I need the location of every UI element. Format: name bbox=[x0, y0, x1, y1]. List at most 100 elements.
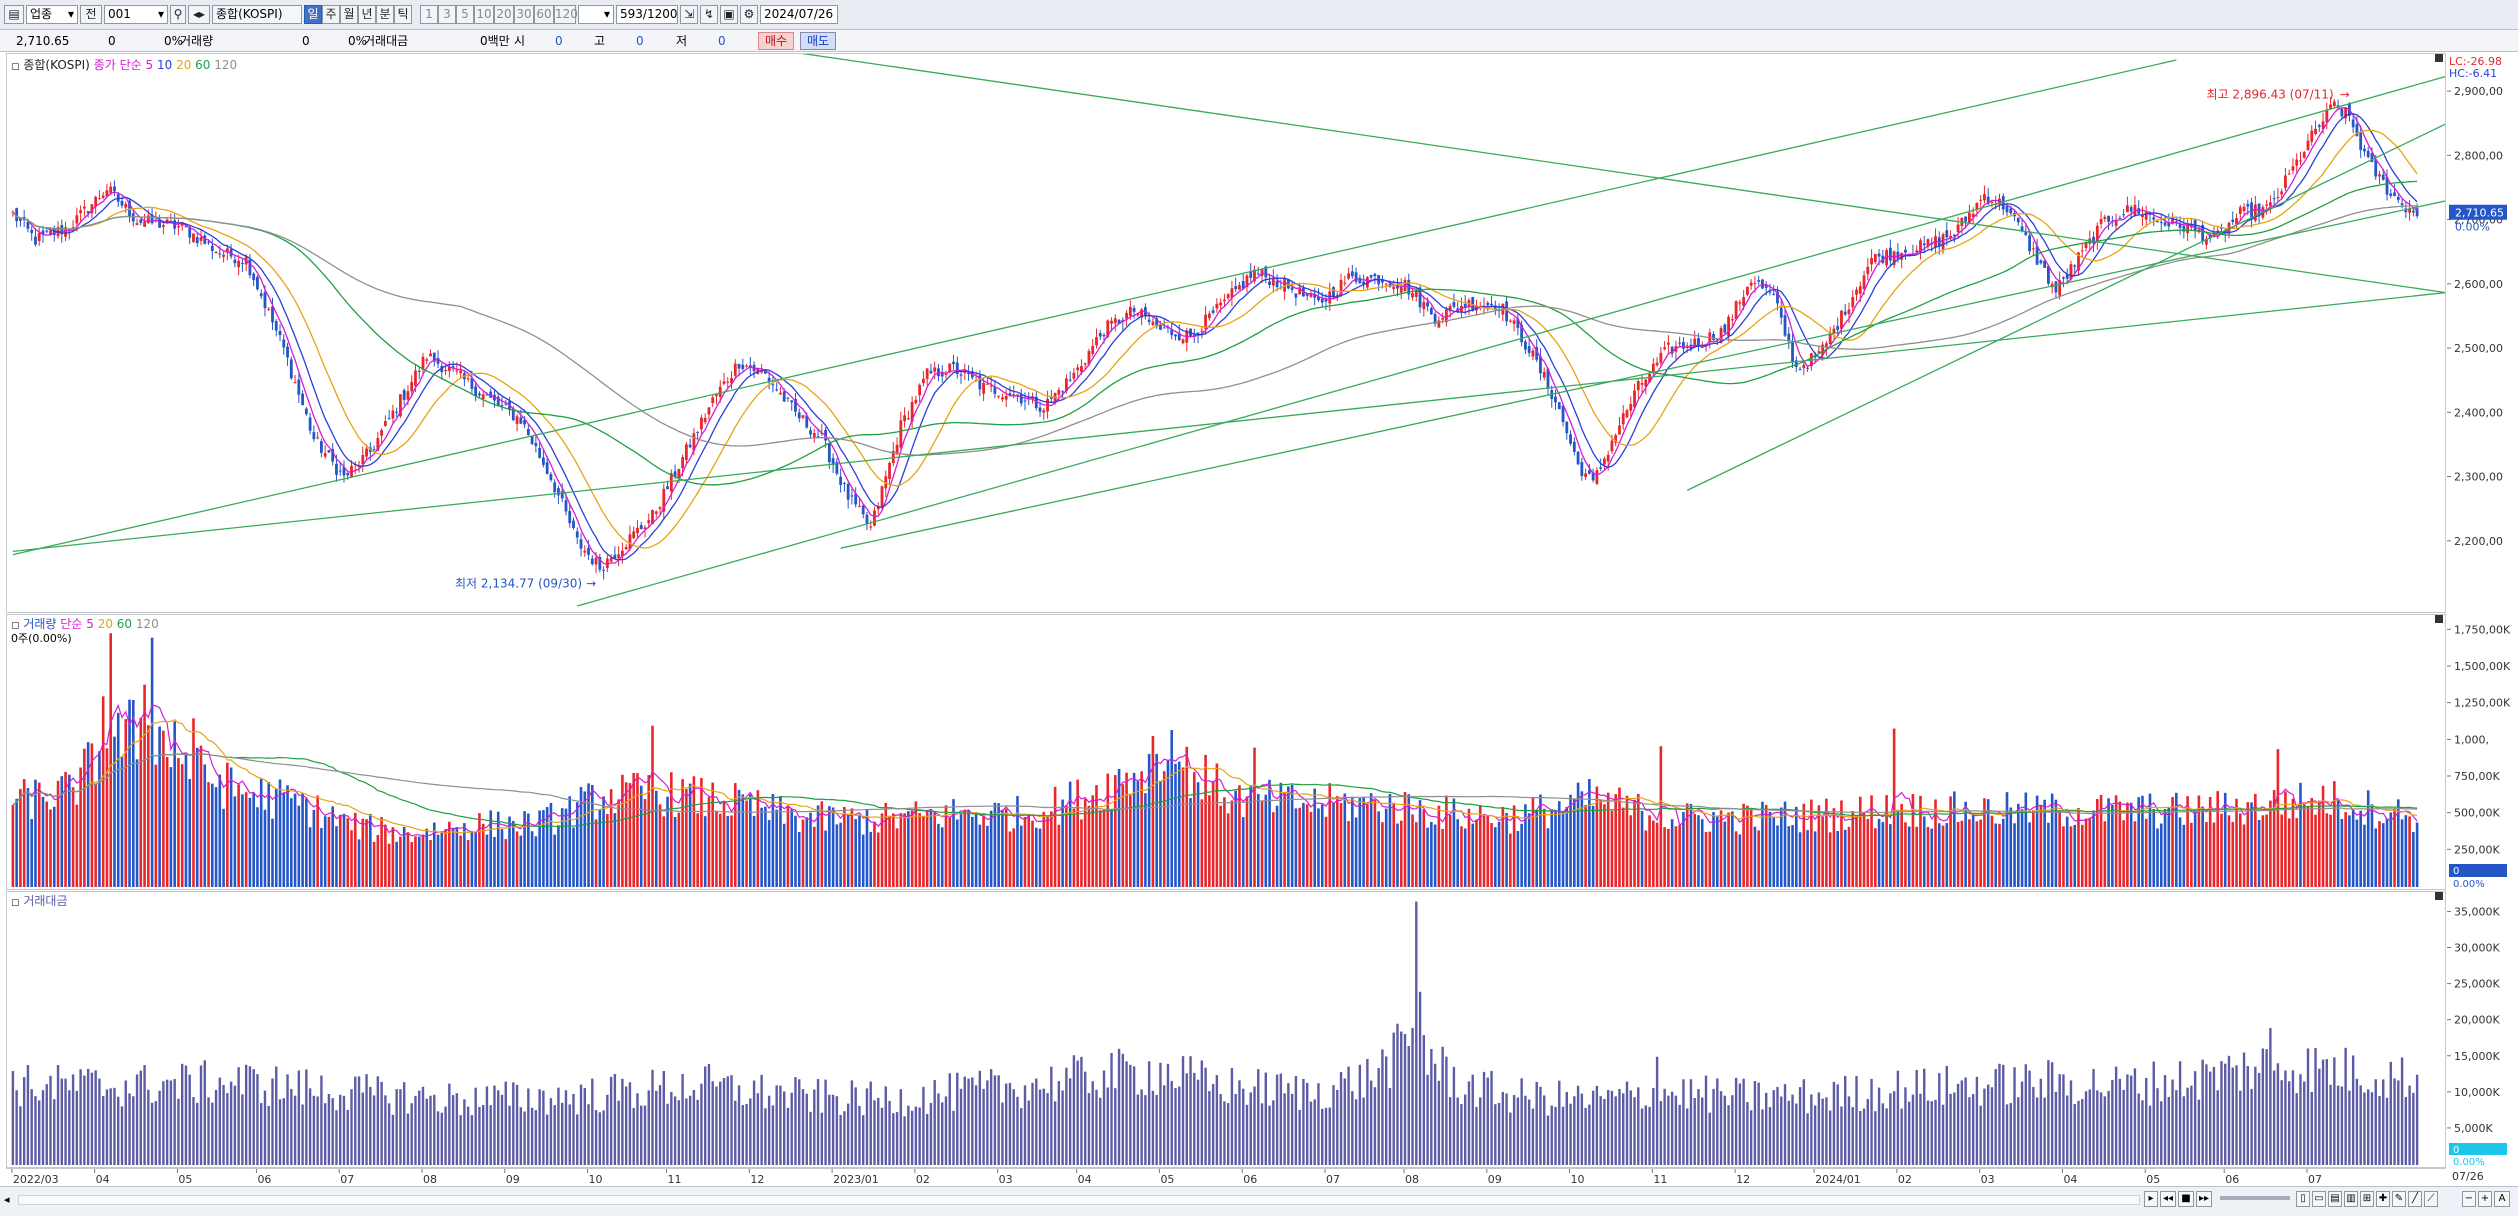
speaker-icon[interactable]: ◂▸ bbox=[188, 5, 210, 24]
stop-icon[interactable]: ■ bbox=[2178, 1191, 2194, 1207]
zoom-in-icon[interactable]: + bbox=[2478, 1191, 2492, 1207]
volume-chart[interactable] bbox=[7, 615, 2445, 889]
volume-bar bbox=[1121, 784, 1125, 887]
amount-bar bbox=[2043, 1097, 2046, 1165]
amount-bar bbox=[1418, 991, 1422, 1165]
zoom-slider[interactable] bbox=[2220, 1196, 2290, 1200]
amount-bar bbox=[576, 1114, 579, 1165]
fit-icon[interactable]: ⇲ bbox=[680, 5, 698, 24]
play-icon[interactable]: ▸▸ bbox=[2196, 1191, 2212, 1207]
price-chart[interactable]: 최고 2,896.43 (07/11) →최저 2,134.77 (09/30) → bbox=[7, 54, 2445, 612]
amount-bar bbox=[1968, 1097, 1971, 1165]
volume-bar bbox=[1016, 796, 1019, 887]
candle-body bbox=[82, 206, 86, 209]
amount-bar bbox=[493, 1085, 496, 1165]
period-tab-minute[interactable]: 분 bbox=[376, 5, 394, 24]
amount-bar bbox=[466, 1106, 470, 1165]
candle-body bbox=[120, 200, 124, 206]
candle-body bbox=[816, 436, 820, 438]
volume-bar bbox=[1377, 811, 1380, 887]
line-tool-icon[interactable]: ╱ bbox=[2408, 1191, 2422, 1207]
period-tab-tick[interactable]: 틱 bbox=[394, 5, 412, 24]
amount-bar bbox=[2126, 1074, 2129, 1165]
amount-bar bbox=[538, 1089, 541, 1165]
buy-button[interactable]: 매수 bbox=[758, 32, 794, 50]
amount-bar bbox=[335, 1110, 338, 1165]
zoom-out-icon[interactable]: − bbox=[2462, 1191, 2476, 1207]
period-tab-day[interactable]: 일 bbox=[304, 5, 322, 24]
volume-bar bbox=[1407, 794, 1411, 887]
amount-bar bbox=[1975, 1076, 1979, 1165]
scroll-left-icon[interactable]: ◂ bbox=[4, 1193, 10, 1206]
scroll-right-icon[interactable]: ▸ bbox=[2144, 1191, 2158, 1207]
interval-30[interactable]: 30 bbox=[514, 5, 534, 24]
candle-body bbox=[436, 357, 440, 364]
tool-icon-5[interactable]: ⊞ bbox=[2360, 1191, 2374, 1207]
tool-icon-3[interactable]: ▤ bbox=[2328, 1191, 2342, 1207]
tool-icon-2[interactable]: ▭ bbox=[2312, 1191, 2326, 1207]
amount-bar bbox=[1132, 1066, 1136, 1165]
amount-bar bbox=[2114, 1066, 2118, 1165]
interval-120[interactable]: 120 bbox=[554, 5, 578, 24]
volume-bar bbox=[1644, 830, 1648, 887]
code-input[interactable]: 001 ▾ bbox=[104, 5, 168, 24]
volume-bar bbox=[1625, 795, 1629, 887]
candle-body bbox=[1452, 302, 1456, 307]
date-input[interactable]: 2024/07/26▦ bbox=[760, 5, 838, 24]
pen-icon[interactable]: ✎ bbox=[2392, 1191, 2406, 1207]
volume-bar bbox=[1027, 814, 1031, 887]
data-count-input[interactable]: 593/1200 bbox=[616, 5, 678, 24]
volume-bar bbox=[1629, 815, 1633, 887]
trendline bbox=[802, 54, 2445, 294]
amount-bar bbox=[1956, 1083, 1960, 1165]
period-tab-week[interactable]: 주 bbox=[322, 5, 340, 24]
interval-20[interactable]: 20 bbox=[494, 5, 514, 24]
volume-bar bbox=[1979, 819, 1982, 887]
amount-bar bbox=[1471, 1074, 1474, 1165]
amount-bar bbox=[1415, 901, 1418, 1165]
candle-body bbox=[805, 415, 809, 428]
diagonal-tool-icon[interactable]: ⟋ bbox=[2424, 1191, 2438, 1207]
search-icon[interactable]: ⚲ bbox=[170, 5, 186, 24]
interval-3[interactable]: 3 bbox=[438, 5, 456, 24]
period-tab-month[interactable]: 월 bbox=[340, 5, 358, 24]
category-select[interactable]: 업종 ▾ bbox=[26, 5, 78, 24]
font-size-icon[interactable]: A bbox=[2494, 1191, 2510, 1207]
compare-icon[interactable]: ↯ bbox=[700, 5, 718, 24]
amount-bar bbox=[1114, 1088, 1117, 1165]
scroll-track[interactable] bbox=[18, 1195, 2140, 1205]
save-icon[interactable]: ▣ bbox=[720, 5, 738, 24]
rewind-icon[interactable]: ◂◂ bbox=[2160, 1191, 2176, 1207]
sell-button[interactable]: 매도 bbox=[800, 32, 836, 50]
tool-icon-4[interactable]: ▥ bbox=[2344, 1191, 2358, 1207]
volume-bar bbox=[1478, 805, 1482, 887]
amount-bar bbox=[1990, 1087, 1994, 1165]
tool-icon-1[interactable]: ▯ bbox=[2296, 1191, 2310, 1207]
amount-chart[interactable] bbox=[7, 892, 2445, 1167]
volume-bar bbox=[2325, 813, 2329, 887]
amount-bar bbox=[782, 1091, 786, 1165]
candle-body bbox=[1381, 280, 1384, 283]
interval-1[interactable]: 1 bbox=[420, 5, 438, 24]
volume-bar bbox=[1870, 795, 1873, 887]
amount-bar bbox=[2250, 1088, 2253, 1165]
gear-icon[interactable]: ⚙ bbox=[740, 5, 758, 24]
candle-body bbox=[903, 415, 906, 422]
amount-bar bbox=[1738, 1083, 1742, 1165]
interval-60[interactable]: 60 bbox=[534, 5, 554, 24]
period-tab-year[interactable]: 년 bbox=[358, 5, 376, 24]
candle-body bbox=[203, 235, 207, 244]
interval-custom-select[interactable]: ▾ bbox=[578, 5, 614, 24]
all-button[interactable]: 전 bbox=[80, 5, 102, 24]
chart-menu-icon[interactable]: ▤ bbox=[4, 5, 24, 24]
volume-bar bbox=[598, 809, 602, 887]
amount-bar bbox=[1535, 1081, 1538, 1165]
amount-bar bbox=[835, 1096, 839, 1165]
amount-bar bbox=[395, 1089, 398, 1165]
amount-bar bbox=[786, 1107, 790, 1165]
candle-body bbox=[643, 527, 647, 529]
volume-bar bbox=[967, 809, 970, 887]
crosshair-icon[interactable]: ✚ bbox=[2376, 1191, 2390, 1207]
interval-5[interactable]: 5 bbox=[456, 5, 474, 24]
interval-10[interactable]: 10 bbox=[474, 5, 494, 24]
